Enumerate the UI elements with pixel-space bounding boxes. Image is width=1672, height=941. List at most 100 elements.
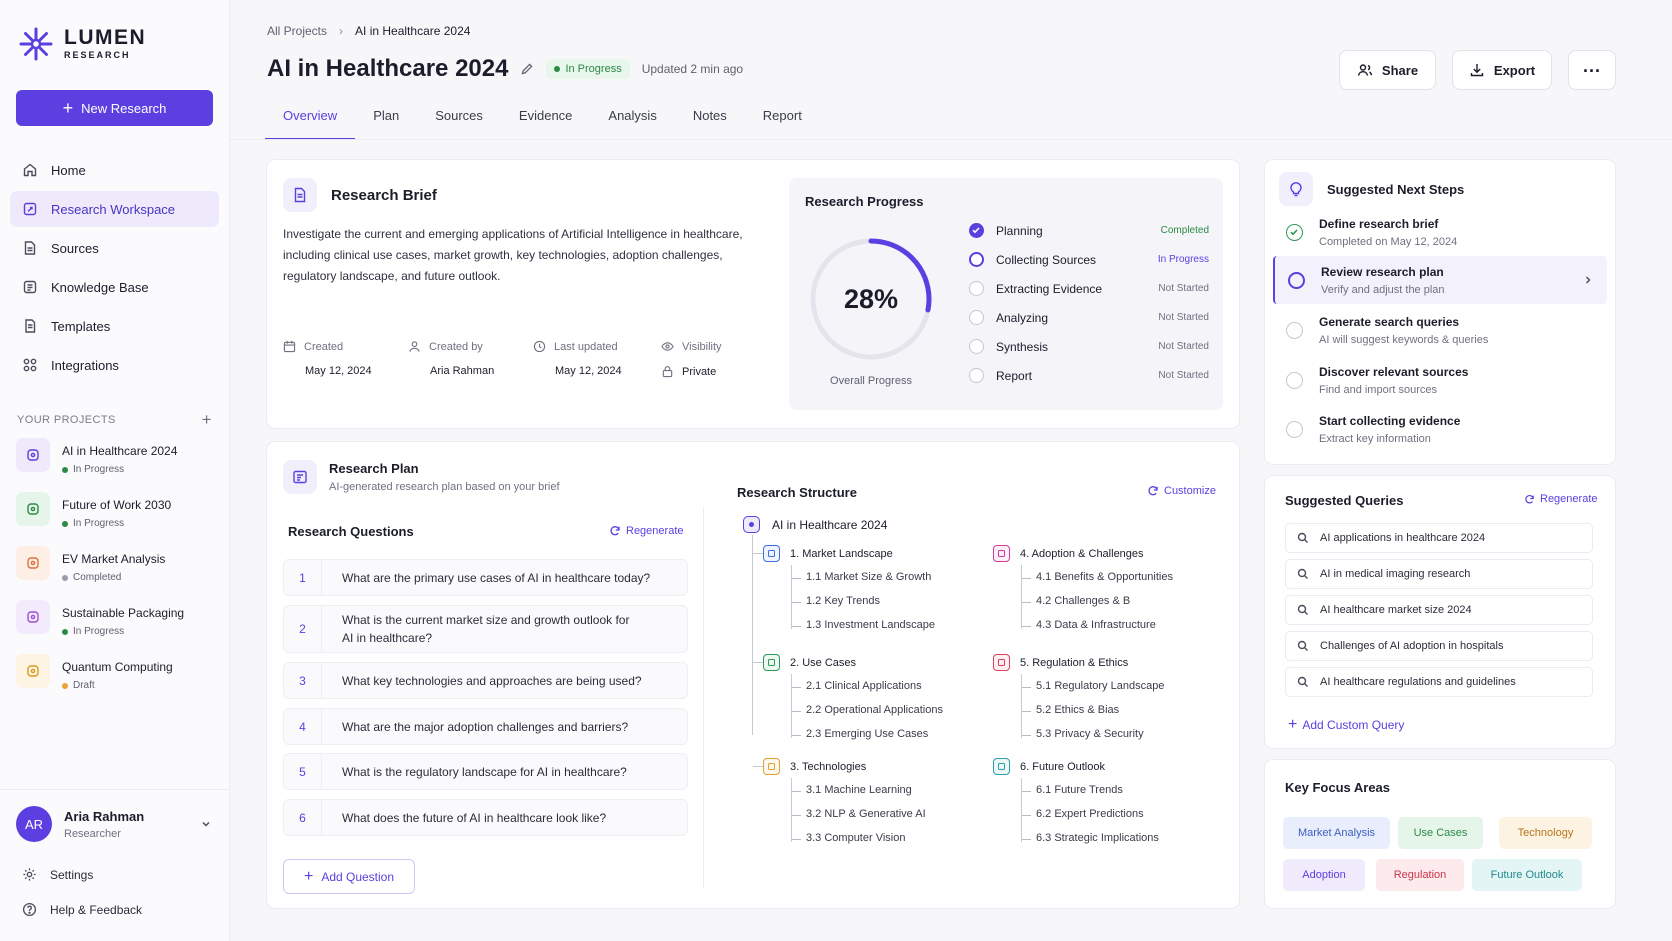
project-status: In Progress — [62, 464, 177, 475]
lock-icon — [662, 366, 673, 378]
sidebar-item-sources[interactable]: Sources — [10, 230, 219, 266]
user-menu[interactable]: AR Aria Rahman Researcher — [16, 806, 212, 842]
structure-subsection[interactable]: 6.3 Strategic Implications — [1022, 832, 1159, 844]
structure-subsection[interactable]: 5.2 Ethics & Bias — [1021, 704, 1120, 716]
brief-title: Research Brief — [331, 186, 437, 204]
meta-value: May 12, 2024 — [305, 365, 372, 377]
structure-subsection[interactable]: 3.1 Machine Learning — [792, 784, 912, 796]
breadcrumb-root[interactable]: All Projects — [267, 24, 328, 38]
next-step-subtitle: Verify and adjust the plan — [1321, 283, 1445, 296]
project-item[interactable]: Future of Work 2030 In Progress — [16, 492, 216, 546]
next-step-item[interactable]: Start collecting evidence Extract key inf… — [1273, 405, 1607, 453]
sidebar-item-integrations[interactable]: Integrations — [10, 347, 219, 383]
question-item[interactable]: 4 What are the major adoption challenges … — [283, 708, 688, 745]
next-step-item[interactable]: Define research brief Completed on May 12… — [1273, 208, 1607, 256]
query-item[interactable]: AI in medical imaging research — [1285, 559, 1593, 589]
projects-header: YOUR PROJECTS + — [17, 410, 212, 430]
export-button[interactable]: Export — [1452, 50, 1552, 90]
query-item[interactable]: AI applications in healthcare 2024 — [1285, 523, 1593, 553]
new-research-button[interactable]: + New Research — [16, 90, 213, 126]
structure-section[interactable]: 4. Adoption & Challenges — [993, 545, 1144, 562]
settings-link[interactable]: Settings — [22, 867, 93, 882]
add-project-icon[interactable]: + — [201, 410, 212, 429]
tab-evidence[interactable]: Evidence — [518, 108, 573, 123]
project-item[interactable]: Sustainable Packaging In Progress — [16, 600, 216, 654]
project-item[interactable]: AI in Healthcare 2024 In Progress — [16, 438, 216, 492]
tab-notes[interactable]: Notes — [692, 108, 727, 123]
structure-section[interactable]: 3. Technologies — [763, 758, 866, 775]
project-item[interactable]: EV Market Analysis Completed — [16, 546, 216, 600]
query-item[interactable]: AI healthcare market size 2024 — [1285, 595, 1593, 625]
add-custom-query-button[interactable]: + Add Custom Query — [1288, 716, 1404, 734]
project-item[interactable]: Quantum Computing Draft — [16, 654, 216, 708]
meta-label: Visibility — [682, 340, 722, 353]
user-role: Researcher — [64, 827, 121, 840]
question-item[interactable]: 2 What is the current market size and gro… — [283, 605, 688, 653]
structure-subsection[interactable]: 6.1 Future Trends — [1022, 784, 1123, 796]
chevron-down-icon[interactable] — [200, 818, 212, 830]
sidebar-item-templates[interactable]: Templates — [10, 308, 219, 344]
structure-subsection[interactable]: 4.3 Data & Infrastructure — [1022, 619, 1156, 631]
focus-chip[interactable]: Use Cases — [1398, 817, 1483, 849]
help-link[interactable]: Help & Feedback — [22, 902, 142, 917]
focus-chip[interactable]: Regulation — [1376, 859, 1464, 891]
question-item[interactable]: 3 What key technologies and approaches ar… — [283, 662, 688, 699]
tab-sources[interactable]: Sources — [435, 108, 483, 123]
tab-plan[interactable]: Plan — [373, 108, 400, 123]
structure-subsection[interactable]: 1.3 Investment Landscape — [791, 619, 936, 631]
sidebar-item-knowledge-base[interactable]: Knowledge Base — [10, 269, 219, 305]
next-step-item[interactable]: Review research plan Verify and adjust th… — [1273, 256, 1607, 304]
brand-logo[interactable]: LUMEN RESEARCH — [18, 26, 146, 62]
focus-chip[interactable]: Market Analysis — [1283, 817, 1390, 849]
sidebar-item-home[interactable]: Home — [10, 152, 219, 188]
next-step-item[interactable]: Discover relevant sources Find and import… — [1273, 356, 1607, 404]
structure-section[interactable]: 2. Use Cases — [763, 654, 856, 671]
query-text: AI in medical imaging research — [1320, 568, 1471, 580]
question-item[interactable]: 6 What does the future of AI in healthcar… — [283, 799, 688, 836]
regenerate-label: Regenerate — [1540, 493, 1598, 505]
structure-subsection[interactable]: 1.2 Key Trends — [792, 595, 880, 607]
refresh-icon — [610, 526, 620, 536]
question-number: 4 — [284, 709, 322, 744]
structure-subsection[interactable]: 2.3 Emerging Use Cases — [791, 728, 929, 740]
share-button[interactable]: Share — [1339, 50, 1436, 90]
structure-subsection[interactable]: 5.3 Privacy & Security — [1022, 728, 1144, 740]
structure-subsection[interactable]: 1.1 Market Size & Growth — [791, 571, 932, 583]
tab-overview[interactable]: Overview — [265, 96, 356, 140]
customize-button[interactable]: Customize — [1147, 485, 1216, 497]
sidebar-item-label: Research Workspace — [51, 201, 176, 217]
structure-section[interactable]: 1. Market Landscape — [763, 545, 893, 562]
add-question-button[interactable]: + Add Question — [283, 859, 415, 894]
tab-report[interactable]: Report — [762, 108, 802, 123]
edit-icon[interactable] — [520, 62, 534, 76]
settings-label: Settings — [50, 867, 94, 882]
structure-subsection[interactable]: 5.1 Regulatory Landscape — [1021, 680, 1165, 692]
regenerate-queries-button[interactable]: Regenerate — [1524, 493, 1598, 505]
more-button[interactable]: ... — [1568, 50, 1616, 90]
next-step-item[interactable]: Generate search queries AI will suggest k… — [1273, 306, 1607, 354]
focus-chip[interactable]: Adoption — [1283, 859, 1365, 891]
project-status: In Progress — [62, 626, 184, 637]
lightbulb-icon — [1279, 172, 1313, 206]
focus-chip[interactable]: Technology — [1499, 817, 1592, 849]
focus-chip[interactable]: Future Outlook — [1472, 859, 1582, 891]
question-item[interactable]: 5 What is the regulatory landscape for AI… — [283, 753, 688, 790]
structure-subsection[interactable]: 2.2 Operational Applications — [792, 704, 943, 716]
tree-line — [1021, 674, 1022, 738]
structure-subsection[interactable]: 3.3 Computer Vision — [791, 832, 906, 844]
structure-section[interactable]: 6. Future Outlook — [993, 758, 1105, 775]
structure-subsection[interactable]: 2.1 Clinical Applications — [792, 680, 922, 692]
structure-subsection[interactable]: 4.1 Benefits & Opportunities — [1022, 571, 1173, 583]
query-item[interactable]: Challenges of AI adoption in hospitals — [1285, 631, 1593, 661]
structure-section[interactable]: 5. Regulation & Ethics — [993, 654, 1128, 671]
tab-analysis[interactable]: Analysis — [608, 108, 657, 123]
section-title: 4. Adoption & Challenges — [1020, 547, 1144, 560]
regenerate-questions-button[interactable]: Regenerate — [609, 525, 684, 537]
sidebar-item-research-workspace[interactable]: Research Workspace — [10, 191, 219, 227]
next-step-subtitle: AI will suggest keywords & queries — [1319, 333, 1489, 346]
structure-subsection[interactable]: 3.2 NLP & Generative AI — [792, 808, 926, 820]
query-item[interactable]: AI healthcare regulations and guidelines — [1285, 667, 1593, 697]
structure-subsection[interactable]: 4.2 Challenges & B — [1021, 595, 1131, 607]
question-item[interactable]: 1 What are the primary use cases of AI in… — [283, 559, 688, 596]
structure-subsection[interactable]: 6.2 Expert Predictions — [1022, 808, 1144, 820]
